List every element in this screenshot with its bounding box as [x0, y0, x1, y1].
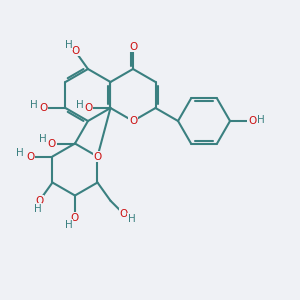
- Text: H: H: [65, 40, 73, 50]
- Text: H: H: [76, 100, 83, 110]
- Text: O: O: [119, 209, 128, 219]
- Text: O: O: [26, 152, 34, 161]
- Text: O: O: [35, 196, 44, 206]
- Text: H: H: [31, 100, 38, 110]
- Text: H: H: [257, 115, 265, 125]
- Text: O: O: [48, 139, 56, 148]
- Text: O: O: [72, 46, 80, 56]
- Text: O: O: [84, 103, 92, 113]
- Text: H: H: [128, 214, 135, 224]
- Text: O: O: [71, 213, 79, 223]
- Text: H: H: [65, 220, 73, 230]
- Text: O: O: [129, 42, 137, 52]
- Text: O: O: [39, 103, 47, 113]
- Text: H: H: [39, 134, 47, 143]
- Text: H: H: [16, 148, 24, 158]
- Text: O: O: [248, 116, 256, 126]
- Text: H: H: [34, 204, 41, 214]
- Text: O: O: [93, 152, 102, 161]
- Text: O: O: [129, 116, 137, 126]
